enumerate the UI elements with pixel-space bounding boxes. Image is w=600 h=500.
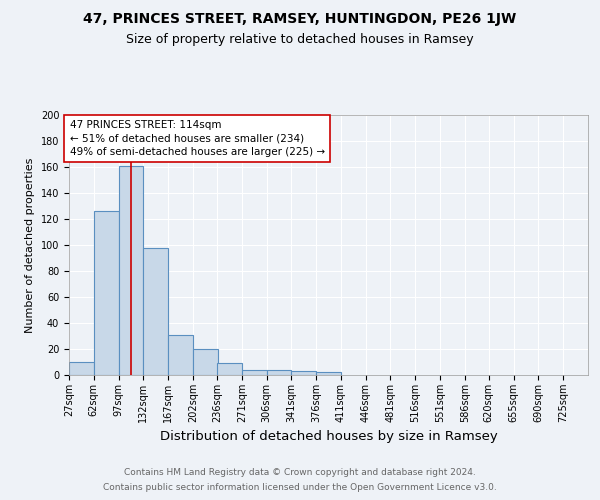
Y-axis label: Number of detached properties: Number of detached properties	[25, 158, 35, 332]
Bar	[193, 349, 218, 375]
Bar	[217, 364, 242, 375]
Bar	[94, 211, 119, 375]
Bar	[143, 248, 168, 375]
Text: Contains public sector information licensed under the Open Government Licence v3: Contains public sector information licen…	[103, 483, 497, 492]
Bar	[242, 370, 266, 375]
Bar	[69, 362, 94, 375]
Text: Size of property relative to detached houses in Ramsey: Size of property relative to detached ho…	[126, 32, 474, 46]
Bar	[168, 334, 193, 375]
Bar	[292, 371, 316, 375]
Text: 47 PRINCES STREET: 114sqm
← 51% of detached houses are smaller (234)
49% of semi: 47 PRINCES STREET: 114sqm ← 51% of detac…	[70, 120, 325, 156]
Bar	[266, 370, 292, 375]
Bar	[316, 372, 341, 375]
Text: 47, PRINCES STREET, RAMSEY, HUNTINGDON, PE26 1JW: 47, PRINCES STREET, RAMSEY, HUNTINGDON, …	[83, 12, 517, 26]
Text: Contains HM Land Registry data © Crown copyright and database right 2024.: Contains HM Land Registry data © Crown c…	[124, 468, 476, 477]
X-axis label: Distribution of detached houses by size in Ramsey: Distribution of detached houses by size …	[160, 430, 497, 444]
Bar	[119, 166, 143, 375]
